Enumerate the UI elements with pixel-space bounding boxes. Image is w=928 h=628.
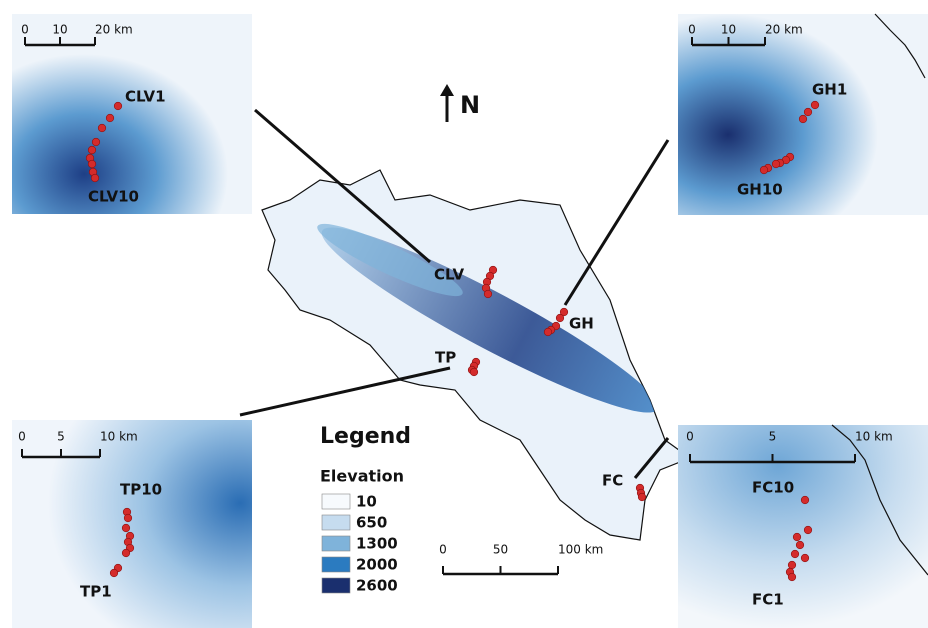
sample-point — [124, 514, 132, 522]
site-label: CLV1 — [125, 88, 166, 106]
sample-point — [106, 114, 114, 122]
scale-label: 0 — [688, 23, 696, 37]
inset-map — [12, 420, 252, 628]
site-label: GH10 — [737, 181, 783, 199]
sample-point — [88, 146, 96, 154]
sample-point — [556, 314, 564, 322]
sample-point — [788, 561, 796, 569]
scale-label: 5 — [769, 430, 777, 444]
legend-swatch — [322, 494, 350, 509]
sample-point — [791, 550, 799, 558]
legend-swatch — [322, 536, 350, 551]
sample-point — [801, 554, 809, 562]
legend-label: 2600 — [356, 577, 398, 595]
site-label: TP — [435, 349, 456, 367]
sample-point — [638, 493, 646, 501]
site-label: FC10 — [752, 479, 794, 497]
legend-label: 2000 — [356, 556, 398, 574]
sample-point — [544, 328, 552, 336]
scale-label: 50 — [493, 543, 508, 557]
legend-label: 1300 — [356, 535, 398, 553]
sample-point — [122, 549, 130, 557]
legend-swatch — [322, 515, 350, 530]
scale-label: 20 km — [95, 23, 133, 37]
scale-label: 0 — [21, 23, 29, 37]
sample-point — [804, 108, 812, 116]
legend-title: Legend — [320, 424, 411, 449]
legend-swatch — [322, 557, 350, 572]
sample-point — [811, 101, 819, 109]
sample-point — [122, 524, 130, 532]
scale-label: 20 km — [765, 23, 803, 37]
legend-swatch — [322, 578, 350, 593]
sample-point — [110, 569, 118, 577]
sample-point — [799, 115, 807, 123]
scale-label: 10 — [52, 23, 67, 37]
sample-point — [88, 160, 96, 168]
north-arrow: N — [440, 84, 480, 122]
site-label: GH — [569, 315, 594, 333]
sample-point — [801, 496, 809, 504]
sample-point — [92, 138, 100, 146]
site-label: TP1 — [80, 583, 112, 601]
scale-label: 0 — [439, 543, 447, 557]
legend-label: 10 — [356, 493, 377, 511]
sample-point — [760, 166, 768, 174]
site-label: FC — [602, 472, 623, 490]
legend-subtitle: Elevation — [320, 467, 404, 486]
site-label: CLV10 — [88, 188, 139, 206]
sample-point — [114, 102, 122, 110]
inset-map — [678, 425, 928, 628]
map-figure: N Legend Elevation 01020 kmCLV1CLV100102… — [0, 0, 928, 628]
site-label: TP10 — [120, 481, 162, 499]
scale-label: 10 km — [855, 430, 893, 444]
site-label: FC1 — [752, 591, 784, 609]
sample-point — [796, 541, 804, 549]
scale-label: 100 km — [558, 543, 603, 557]
scale-label: 10 km — [100, 430, 138, 444]
legend-label: 650 — [356, 514, 387, 532]
scale-label: 10 — [721, 23, 736, 37]
sample-point — [793, 533, 801, 541]
site-label: CLV — [434, 266, 465, 284]
north-label: N — [460, 91, 480, 119]
scale-label: 5 — [57, 430, 65, 444]
sample-point — [470, 368, 478, 376]
site-label: GH1 — [812, 81, 847, 99]
scale-label: 0 — [18, 430, 26, 444]
sample-point — [788, 573, 796, 581]
scale-label: 0 — [686, 430, 694, 444]
sample-point — [98, 124, 106, 132]
sample-point — [91, 174, 99, 182]
sample-point — [484, 290, 492, 298]
sample-point — [804, 526, 812, 534]
sample-point — [772, 160, 780, 168]
